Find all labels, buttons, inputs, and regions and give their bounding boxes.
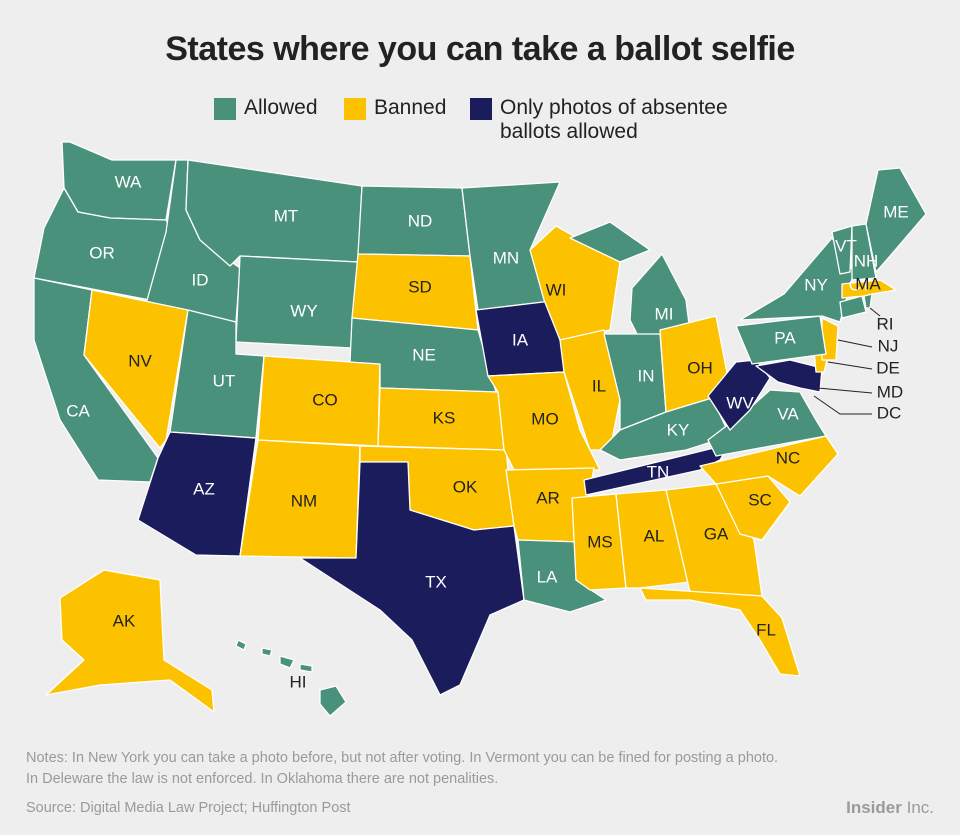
state-label-va: VA <box>777 404 799 423</box>
state-nv <box>83 289 189 449</box>
source-credit: Source: Digital Media Law Project; Huffi… <box>26 800 351 816</box>
leader-line-nj <box>837 339 873 348</box>
state-label-fl: FL <box>756 620 776 639</box>
state-label-ak: AK <box>113 611 136 630</box>
state-label-md: MD <box>877 382 903 401</box>
leader-line-ri <box>869 307 881 317</box>
state-label-nm: NM <box>291 491 317 510</box>
state-az <box>137 431 257 557</box>
state-label-ma: MA <box>855 274 881 293</box>
leader-line-md <box>817 387 873 394</box>
legend-item-allowed: Allowed <box>214 96 318 120</box>
state-label-ri: RI <box>877 314 894 333</box>
state-label-dc: DC <box>877 403 902 422</box>
legend-label-allowed: Allowed <box>244 96 318 119</box>
state-label-mt: MT <box>274 206 299 225</box>
state-label-nv: NV <box>128 351 152 370</box>
state-hi <box>235 639 247 651</box>
state-label-ca: CA <box>66 401 90 420</box>
state-hi-part-4 <box>319 685 347 717</box>
state-label-oh: OH <box>687 358 713 377</box>
state-wi <box>529 225 621 341</box>
state-nh <box>851 223 877 281</box>
notes-line-2: In Deleware the law is not enforced. In … <box>26 771 499 787</box>
state-label-ky: KY <box>667 420 690 439</box>
legend-swatch-absentee <box>470 98 492 120</box>
state-tx <box>299 461 525 696</box>
state-ct <box>839 295 867 319</box>
state-label-ct: CT <box>849 275 872 294</box>
state-label-mo: MO <box>531 409 558 428</box>
state-label-ny: NY <box>804 275 828 294</box>
state-label-ok: OK <box>453 477 478 496</box>
state-label-wa: WA <box>115 172 142 191</box>
state-hi-part-1 <box>261 647 273 657</box>
state-ak <box>45 569 215 713</box>
state-label-me: ME <box>883 202 909 221</box>
legend-swatch-banned <box>344 98 366 120</box>
state-label-co: CO <box>312 390 338 409</box>
state-label-ms: MS <box>587 532 613 551</box>
state-vt <box>831 225 853 275</box>
legend-label-absentee-line2: ballots allowed <box>500 120 638 143</box>
state-label-mn: MN <box>493 248 519 267</box>
state-label-tx: TX <box>425 572 447 591</box>
state-label-wi: WI <box>546 280 567 299</box>
state-wv <box>707 359 771 431</box>
state-label-nd: ND <box>408 211 433 230</box>
leader-line-de <box>827 361 873 370</box>
state-label-nj: NJ <box>878 336 899 355</box>
state-label-il: IL <box>592 376 606 395</box>
brand-logo-light: Inc. <box>906 798 934 817</box>
state-me <box>865 167 927 273</box>
notes: Notes: In New York you can take a photo … <box>26 748 926 790</box>
state-mi-part-1 <box>569 221 651 263</box>
state-ms <box>571 493 627 591</box>
state-label-wy: WY <box>290 301 317 320</box>
brand-logo-bold: Insider <box>846 798 902 817</box>
state-label-sc: SC <box>748 490 772 509</box>
state-fl <box>639 587 801 677</box>
legend-label-banned: Banned <box>374 96 447 119</box>
state-label-mi: MI <box>655 304 674 323</box>
state-ga <box>665 483 763 597</box>
state-label-sd: SD <box>408 277 432 296</box>
state-label-in: IN <box>638 366 655 385</box>
state-label-de: DE <box>876 358 900 377</box>
state-hi-part-2 <box>279 655 295 669</box>
legend-label-absentee-line1: Only photos of absentee <box>500 96 728 119</box>
state-label-vt: VT <box>835 236 857 255</box>
state-label-ne: NE <box>412 345 436 364</box>
state-label-nc: NC <box>776 448 801 467</box>
leader-line-dc <box>813 395 872 415</box>
legend-label-absentee: Only photos of absentee ballots allowed <box>500 96 728 144</box>
state-label-ia: IA <box>512 330 529 349</box>
state-pa <box>735 315 827 365</box>
notes-line-1: Notes: In New York you can take a photo … <box>26 750 779 766</box>
state-label-al: AL <box>644 526 665 545</box>
state-label-ut: UT <box>213 371 236 390</box>
state-label-id: ID <box>192 270 209 289</box>
state-label-wv: WV <box>726 393 754 412</box>
legend-item-absentee: Only photos of absentee ballots allowed <box>470 96 728 144</box>
brand-logo: Insider Inc. <box>846 798 934 818</box>
state-label-la: LA <box>537 567 558 586</box>
state-md <box>755 359 823 393</box>
state-label-nh: NH <box>854 251 879 270</box>
state-label-hi: HI <box>290 672 307 691</box>
state-label-pa: PA <box>774 328 796 347</box>
state-label-ga: GA <box>704 524 729 543</box>
legend-item-banned: Banned <box>344 96 446 120</box>
state-label-ks: KS <box>433 408 456 427</box>
state-hi-part-3 <box>299 663 313 673</box>
state-label-az: AZ <box>193 479 215 498</box>
state-ma <box>841 279 897 299</box>
legend-swatch-allowed <box>214 98 236 120</box>
state-label-or: OR <box>89 243 115 262</box>
map-title: States where you can take a ballot selfi… <box>165 30 795 68</box>
state-label-tn: TN <box>647 462 670 481</box>
state-label-ar: AR <box>536 488 560 507</box>
legend: Allowed Banned Only photos of absentee b… <box>0 96 960 156</box>
